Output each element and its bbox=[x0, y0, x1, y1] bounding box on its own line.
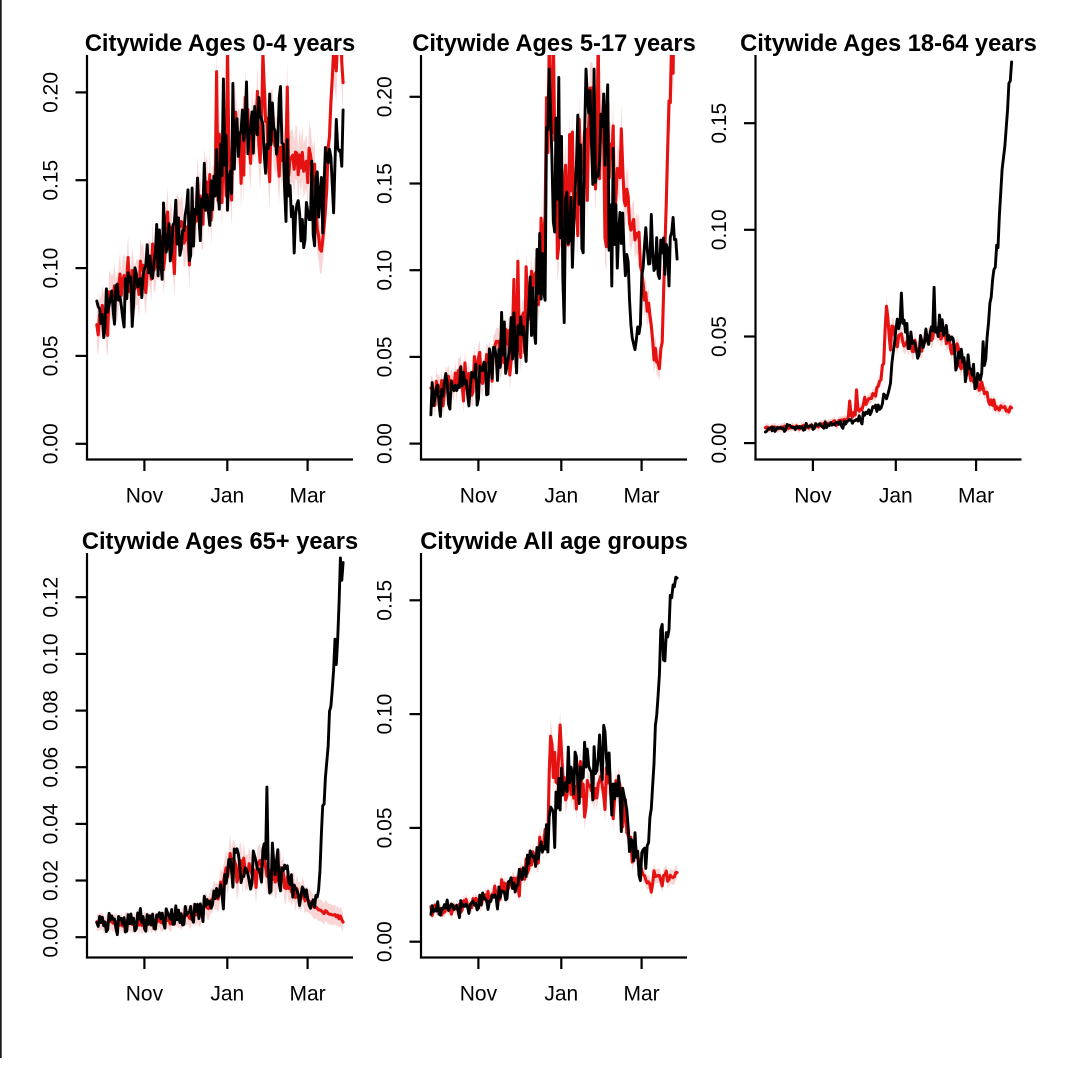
svg-text:0.10: 0.10 bbox=[374, 694, 397, 735]
svg-text:0.00: 0.00 bbox=[40, 423, 63, 464]
svg-text:Jan: Jan bbox=[879, 485, 913, 508]
svg-text:0.05: 0.05 bbox=[708, 316, 731, 357]
svg-text:Jan: Jan bbox=[544, 485, 578, 508]
svg-text:0.05: 0.05 bbox=[374, 807, 397, 848]
svg-text:0.15: 0.15 bbox=[374, 163, 397, 204]
svg-text:0.00: 0.00 bbox=[40, 917, 63, 958]
svg-text:Jan: Jan bbox=[544, 983, 578, 1006]
svg-text:Nov: Nov bbox=[126, 983, 164, 1006]
svg-text:Mar: Mar bbox=[624, 485, 660, 508]
svg-text:Nov: Nov bbox=[126, 485, 164, 508]
svg-text:0.12: 0.12 bbox=[40, 577, 63, 618]
svg-text:0.20: 0.20 bbox=[40, 72, 63, 113]
svg-text:Citywide Ages 18-64 years: Citywide Ages 18-64 years bbox=[740, 31, 1037, 57]
svg-text:0.00: 0.00 bbox=[708, 423, 731, 464]
svg-text:0.04: 0.04 bbox=[40, 803, 63, 844]
svg-text:Mar: Mar bbox=[290, 983, 326, 1006]
svg-text:Mar: Mar bbox=[624, 983, 660, 1006]
svg-text:0.00: 0.00 bbox=[374, 423, 397, 464]
svg-text:0.15: 0.15 bbox=[708, 103, 731, 144]
svg-text:Mar: Mar bbox=[958, 485, 994, 508]
svg-text:Jan: Jan bbox=[210, 485, 244, 508]
svg-text:0.10: 0.10 bbox=[40, 248, 63, 289]
svg-text:Nov: Nov bbox=[460, 983, 498, 1006]
svg-text:0.02: 0.02 bbox=[40, 860, 63, 901]
svg-text:0.06: 0.06 bbox=[40, 747, 63, 788]
svg-text:0.15: 0.15 bbox=[374, 580, 397, 621]
svg-text:Citywide Ages 0-4 years: Citywide Ages 0-4 years bbox=[85, 31, 355, 57]
svg-text:0.00: 0.00 bbox=[374, 921, 397, 962]
svg-text:0.15: 0.15 bbox=[40, 160, 63, 201]
svg-text:Citywide Ages 5-17 years: Citywide Ages 5-17 years bbox=[412, 31, 696, 57]
svg-text:0.10: 0.10 bbox=[708, 209, 731, 250]
svg-text:0.05: 0.05 bbox=[40, 335, 63, 376]
svg-text:Mar: Mar bbox=[290, 485, 326, 508]
svg-text:Nov: Nov bbox=[794, 485, 832, 508]
svg-text:0.20: 0.20 bbox=[374, 76, 397, 117]
svg-text:0.10: 0.10 bbox=[40, 633, 63, 674]
svg-text:0.10: 0.10 bbox=[374, 250, 397, 291]
svg-text:Nov: Nov bbox=[460, 485, 498, 508]
svg-text:Citywide All age groups: Citywide All age groups bbox=[420, 529, 688, 555]
svg-text:0.05: 0.05 bbox=[374, 336, 397, 377]
svg-text:Jan: Jan bbox=[210, 983, 244, 1006]
svg-text:Citywide Ages 65+ years: Citywide Ages 65+ years bbox=[82, 529, 358, 555]
svg-text:0.08: 0.08 bbox=[40, 690, 63, 731]
